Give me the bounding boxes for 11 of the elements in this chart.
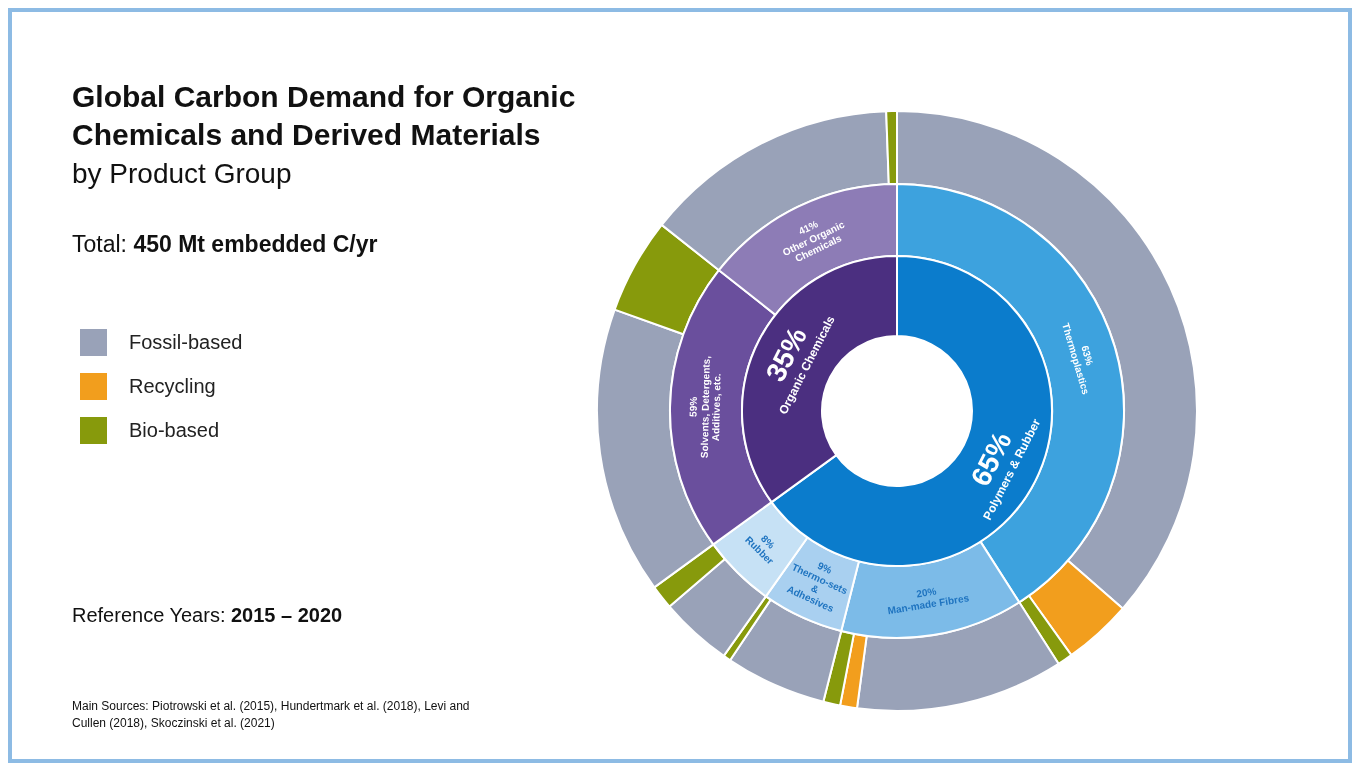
text: Main Sources: Piotrowski et al. (2015), Hundertmark et al. (2018), Levi and Cullen (2018), Skoczinski et al. (2021) (72, 698, 471, 732)
text: Total: 450 Mt embedded C/yr (72, 231, 378, 257)
text: by Product Group (72, 158, 292, 190)
legend-label: Fossil-based (129, 330, 243, 354)
data-label: 59% (687, 396, 699, 417)
slice-label: Solvents, Detergents, Additives, etc. (698, 355, 723, 459)
legend-label: Bio-based (129, 418, 220, 442)
data-label: 20% (915, 585, 938, 600)
text: Reference Years: 2015 – 2020 (72, 604, 343, 626)
chart-title: Global Carbon Demand for Organic Chemicals and Derived Materials (72, 79, 577, 153)
legend-label: Recycling (129, 374, 216, 398)
